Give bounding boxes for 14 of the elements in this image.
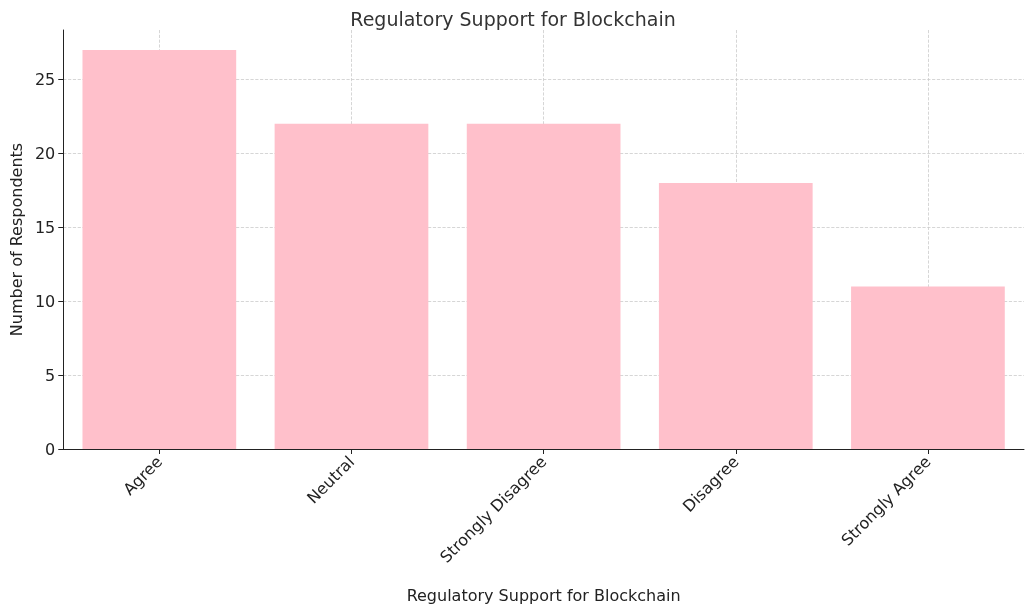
bar — [851, 286, 1005, 449]
chart-title: Regulatory Support for Blockchain — [350, 7, 676, 30]
bar — [274, 123, 429, 449]
y-tick-label: 25 — [34, 70, 56, 90]
y-tick-label: 5 — [45, 365, 56, 385]
bar — [658, 182, 813, 449]
y-axis-title: Number of Respondents — [6, 142, 26, 337]
y-tick-label: 0 — [45, 439, 56, 459]
y-tick-label: 10 — [34, 291, 56, 311]
x-axis-title: Regulatory Support for Blockchain — [406, 585, 681, 605]
y-tick-label: 15 — [34, 217, 56, 237]
bar — [82, 49, 237, 449]
y-tick-label: 20 — [34, 143, 56, 163]
bar — [466, 123, 621, 449]
